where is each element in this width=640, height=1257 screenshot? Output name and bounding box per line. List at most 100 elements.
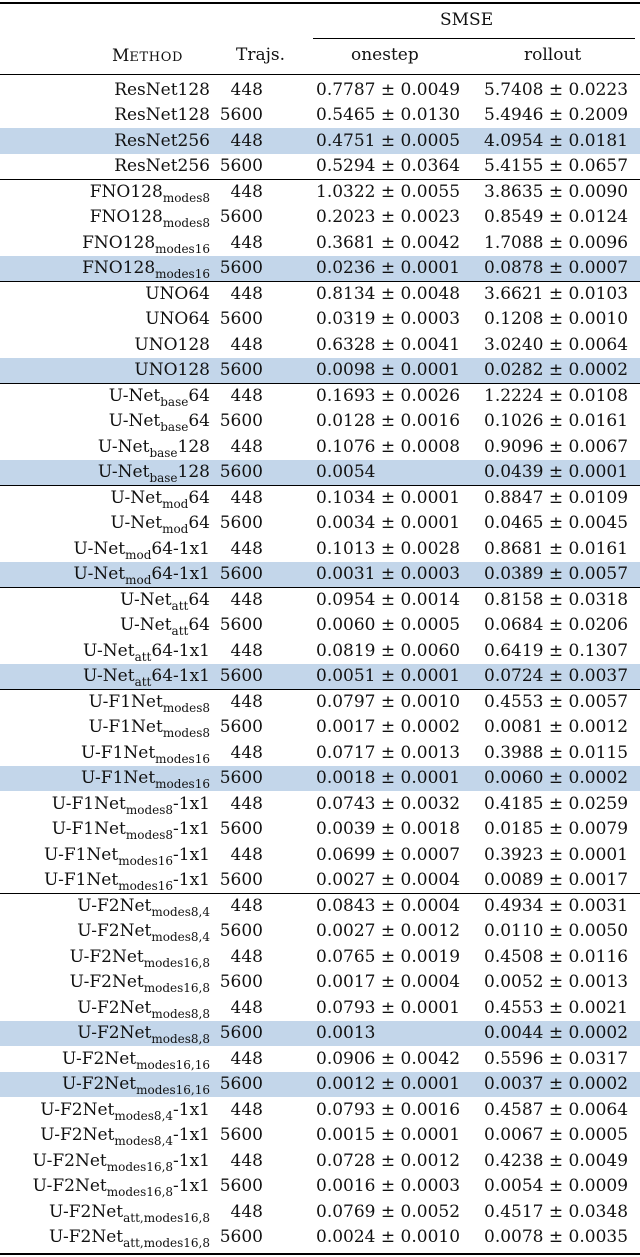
- method-subscript: modes16,16: [136, 1083, 210, 1098]
- method-name: U-F2Netmodes16,8: [70, 947, 210, 970]
- onestep-cell: 0.0012 ± 0.0001: [316, 1074, 461, 1095]
- onestep-cell: 0.3681 ± 0.0042: [316, 232, 461, 253]
- trajs-cell: 448: [230, 844, 263, 865]
- onestep-cell: 0.0017 ± 0.0004: [316, 972, 461, 993]
- trajs-cell: 448: [230, 589, 263, 610]
- rollout-cell: 0.0089 ± 0.0017: [484, 870, 629, 891]
- trajs-cell: 5600: [219, 156, 263, 177]
- onestep-cell: 0.0034 ± 0.0001: [316, 513, 461, 534]
- trajs-cell: 448: [230, 181, 263, 202]
- method-name: U-F2Netmodes16,8-1x1: [33, 1176, 210, 1200]
- method-subscript: modes16: [118, 879, 174, 894]
- method-name: FNO128modes8: [89, 181, 210, 205]
- method-subscript: mod: [162, 496, 189, 511]
- table-row: U-F1Netmodes16-1x1 448 0.0699 ± 0.0007 0.39…: [0, 842, 640, 868]
- method-base: U-Net: [97, 462, 150, 483]
- method-name: U-Netbase64: [109, 411, 210, 434]
- table-row: U-F2Netmodes16,8 5600 0.0017 ± 0.0004 0.005…: [0, 970, 640, 995]
- table-row: U-Netbase64 5600 0.0128 ± 0.0016 0.1026 ± 0…: [0, 409, 640, 434]
- method-name: U-F2Netmodes8,8: [77, 998, 210, 1021]
- method-name: U-Netmod64: [110, 487, 210, 511]
- onestep-cell: 0.0769 ± 0.0052: [316, 1201, 461, 1222]
- table-row-highlighted: U-F2Netmodes16,16 5600 0.0012 ± 0.0001 0.00…: [0, 1071, 640, 1098]
- method-subscript: modes16,8: [106, 1159, 174, 1174]
- method-cell: U-Netatt64-1x1: [0, 664, 210, 689]
- method-name: UNO128: [134, 360, 210, 380]
- method-cell: U-F2Netmodes8,8: [0, 1021, 210, 1047]
- method-subscript: modes16: [155, 267, 210, 282]
- method-subscript: modes8,8: [151, 1032, 210, 1047]
- method-base: U-Net: [108, 385, 161, 406]
- method-subscript: modes16: [155, 751, 210, 766]
- method-base: U-Net: [110, 487, 163, 508]
- table-row: U-F1Netmodes8-1x1 448 0.0743 ± 0.0032 0.418…: [0, 791, 640, 817]
- trajs-cell: 5600: [219, 462, 263, 483]
- method-base: U-F2Net: [61, 1048, 137, 1069]
- method-name: U-Netatt64: [120, 590, 210, 613]
- method-subscript: modes8: [162, 726, 210, 741]
- trajs-cell: 5600: [219, 1125, 263, 1146]
- onestep-cell: 0.1013 ± 0.0028: [316, 538, 461, 559]
- method-subscript: modes8: [125, 802, 174, 817]
- table-row-highlighted: FNO128modes16 5600 0.0236 ± 0.0001 0.0878 ±…: [0, 255, 640, 282]
- method-name: U-F1Netmodes16: [81, 768, 210, 791]
- onestep-cell: 0.0717 ± 0.0013: [316, 742, 461, 763]
- table-row: U-Netbase64 448 0.1693 ± 0.0026 1.2224 ± 0.…: [0, 383, 640, 409]
- table-row-highlighted: U-F2Netmodes8,8 5600 0.0013 0.0044 ± 0.0002: [0, 1020, 640, 1047]
- trajs-cell: 5600: [219, 360, 263, 381]
- method-name: U-F2Netmodes8,4-1x1: [40, 1099, 210, 1123]
- method-cell: U-F2Netmodes16,8-1x1: [0, 1174, 210, 1200]
- method-cell: UNO64: [0, 307, 210, 333]
- method-subscript: base: [149, 445, 178, 460]
- method-cell: U-Netatt64-1x1: [0, 638, 210, 664]
- onestep-cell: 0.1076 ± 0.0008: [316, 436, 461, 457]
- method-cell: ResNet256: [0, 154, 210, 180]
- group-separator: [0, 586, 640, 588]
- method-base: U-F2Net: [32, 1150, 107, 1171]
- method-cell: ResNet256: [0, 128, 210, 154]
- table-row: U-Netatt64 5600 0.0060 ± 0.0005 0.0684 ± 0.…: [0, 613, 640, 639]
- rollout-cell: 0.4587 ± 0.0064: [484, 1099, 629, 1120]
- method-subscript: modes8,4: [151, 904, 210, 919]
- rollout-cell: 5.4155 ± 0.0657: [484, 156, 629, 177]
- method-name: U-Netatt64-1x1: [83, 666, 210, 689]
- method-base: FNO128: [89, 181, 163, 202]
- smse-group-header: SMSE: [440, 10, 494, 30]
- trajs-cell: 448: [230, 436, 263, 457]
- method-name: ResNet128: [114, 105, 210, 125]
- rollout-cell: 0.9096 ± 0.0067: [484, 436, 629, 457]
- onestep-cell: 0.7787 ± 0.0049: [316, 79, 461, 100]
- onestep-cell: 0.0954 ± 0.0014: [316, 589, 461, 610]
- trajs-cell: 5600: [219, 564, 263, 585]
- method-cell: U-F2Netmodes8,4-1x1: [0, 1097, 210, 1123]
- method-suffix: 64: [188, 513, 210, 534]
- table-row-highlighted: U-Netatt64-1x1 5600 0.0051 ± 0.0001 0.0724 …: [0, 663, 640, 689]
- trajs-cell: 448: [230, 640, 263, 661]
- method-base: U-Net: [83, 666, 135, 687]
- table-row: U-Netbase128 448 0.1076 ± 0.0008 0.9096 ± 0…: [0, 434, 640, 460]
- onestep-cell: 0.0236 ± 0.0001: [316, 258, 461, 279]
- method-subscript: att: [171, 624, 189, 639]
- rollout-cell: 0.4553 ± 0.0021: [484, 997, 629, 1018]
- method-cell: U-Netbase128: [0, 434, 210, 460]
- table-row: U-Netmod64-1x1 448 0.1013 ± 0.0028 0.8681 ±…: [0, 536, 640, 562]
- method-cell: U-F2Netmodes8,4-1x1: [0, 1123, 210, 1149]
- method-cell: U-F2Netmodes16,8: [0, 944, 210, 970]
- onestep-cell: 0.5465 ± 0.0130: [316, 105, 461, 126]
- method-cell: FNO128modes16: [0, 256, 210, 282]
- method-suffix: -1x1: [173, 793, 210, 814]
- rollout-cell: 0.4553 ± 0.0057: [484, 691, 629, 712]
- method-subscript: mod: [162, 522, 189, 537]
- method-subscript: modes8,4: [114, 1134, 174, 1149]
- method-base: U-F2Net: [40, 1099, 115, 1120]
- top-rule: [0, 2, 640, 4]
- method-subscript: modes16,8: [106, 1185, 174, 1200]
- onestep-cell: 0.1693 ± 0.0026: [316, 385, 461, 406]
- method-name: FNO128modes16: [82, 233, 210, 256]
- method-name: U-F2Netmodes8,4: [77, 896, 210, 919]
- table-row: U-F2Netmodes16,8 448 0.0765 ± 0.0019 0.4508…: [0, 944, 640, 970]
- onestep-cell: 0.0319 ± 0.0003: [316, 309, 461, 330]
- trajs-cell: 448: [230, 79, 263, 100]
- method-suffix: 128: [177, 462, 210, 483]
- table-row: U-F1Netmodes16 448 0.0717 ± 0.0013 0.3988 ±…: [0, 740, 640, 766]
